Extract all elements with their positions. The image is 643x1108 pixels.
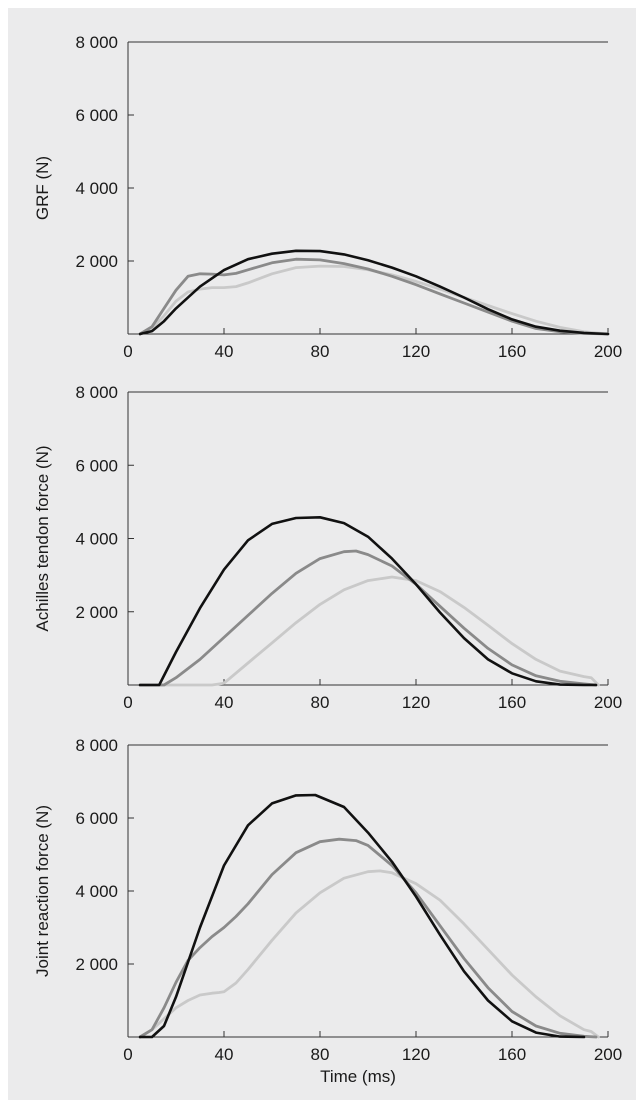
x-tick-label: 160 bbox=[498, 1045, 526, 1064]
chart-panel-2: 0 40 80 120 160 200 2 000 4 000 6 000 8 000 Achill… bbox=[33, 383, 622, 712]
series-line-1 bbox=[138, 249, 610, 336]
x-tick-label: 200 bbox=[594, 342, 622, 361]
x-tick-label: 120 bbox=[402, 1045, 430, 1064]
y-tick-label: 6 000 bbox=[75, 809, 118, 828]
x-tick-label: 0 bbox=[123, 342, 132, 361]
y-tick-label: 8 000 bbox=[75, 736, 118, 755]
series-line-3 bbox=[138, 575, 600, 687]
x-tick-label: 160 bbox=[498, 342, 526, 361]
chart-panel-3: 0 40 80 120 160 200 2 000 4 000 6 000 8 000 Joint … bbox=[33, 736, 622, 1086]
y-tick-label: 2 000 bbox=[75, 955, 118, 974]
y-tick-label: 4 000 bbox=[75, 179, 118, 198]
x-tick-label: 40 bbox=[215, 693, 234, 712]
x-tick-label: 40 bbox=[215, 342, 234, 361]
y-tick-label: 8 000 bbox=[75, 33, 118, 52]
x-tick-label: 160 bbox=[498, 693, 526, 712]
y-axis-label: Joint reaction force (N) bbox=[33, 805, 52, 977]
series-line-1 bbox=[138, 793, 586, 1039]
y-tick-label: 2 000 bbox=[75, 252, 118, 271]
series-line-2 bbox=[138, 837, 598, 1039]
x-tick-label: 120 bbox=[402, 342, 430, 361]
x-tick-label: 120 bbox=[402, 693, 430, 712]
series-line-2 bbox=[138, 257, 610, 336]
chart-panel-1: 0 40 80 120 160 200 2 000 4 000 6 000 8 000 GRF (N… bbox=[33, 33, 622, 361]
series-line-2 bbox=[138, 549, 598, 687]
x-tick-label: 40 bbox=[215, 1045, 234, 1064]
y-axis-label: GRF (N) bbox=[33, 156, 52, 220]
series-line-1 bbox=[138, 516, 598, 687]
y-tick-label: 4 000 bbox=[75, 882, 118, 901]
y-tick-label: 6 000 bbox=[75, 106, 118, 125]
y-axis-label: Achilles tendon force (N) bbox=[33, 445, 52, 631]
x-tick-label: 80 bbox=[311, 693, 330, 712]
series-line-3 bbox=[138, 264, 610, 336]
y-tick-label: 2 000 bbox=[75, 603, 118, 622]
x-tick-label: 0 bbox=[123, 1045, 132, 1064]
y-tick-label: 6 000 bbox=[75, 456, 118, 475]
x-tick-label: 80 bbox=[311, 342, 330, 361]
x-axis-label: Time (ms) bbox=[320, 1067, 396, 1086]
x-tick-label: 80 bbox=[311, 1045, 330, 1064]
y-tick-label: 4 000 bbox=[75, 530, 118, 549]
x-tick-label: 200 bbox=[594, 693, 622, 712]
figure-background bbox=[8, 8, 636, 1100]
series-line-3 bbox=[138, 869, 600, 1039]
x-tick-label: 0 bbox=[123, 693, 132, 712]
y-tick-label: 8 000 bbox=[75, 383, 118, 402]
x-tick-label: 200 bbox=[594, 1045, 622, 1064]
